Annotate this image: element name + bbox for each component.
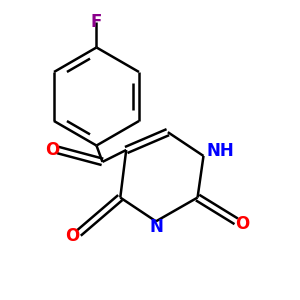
Text: O: O (45, 141, 59, 159)
Text: F: F (91, 13, 102, 31)
Text: O: O (235, 215, 249, 233)
Text: O: O (66, 227, 80, 245)
Text: NH: NH (206, 142, 234, 160)
Text: N: N (149, 218, 163, 236)
